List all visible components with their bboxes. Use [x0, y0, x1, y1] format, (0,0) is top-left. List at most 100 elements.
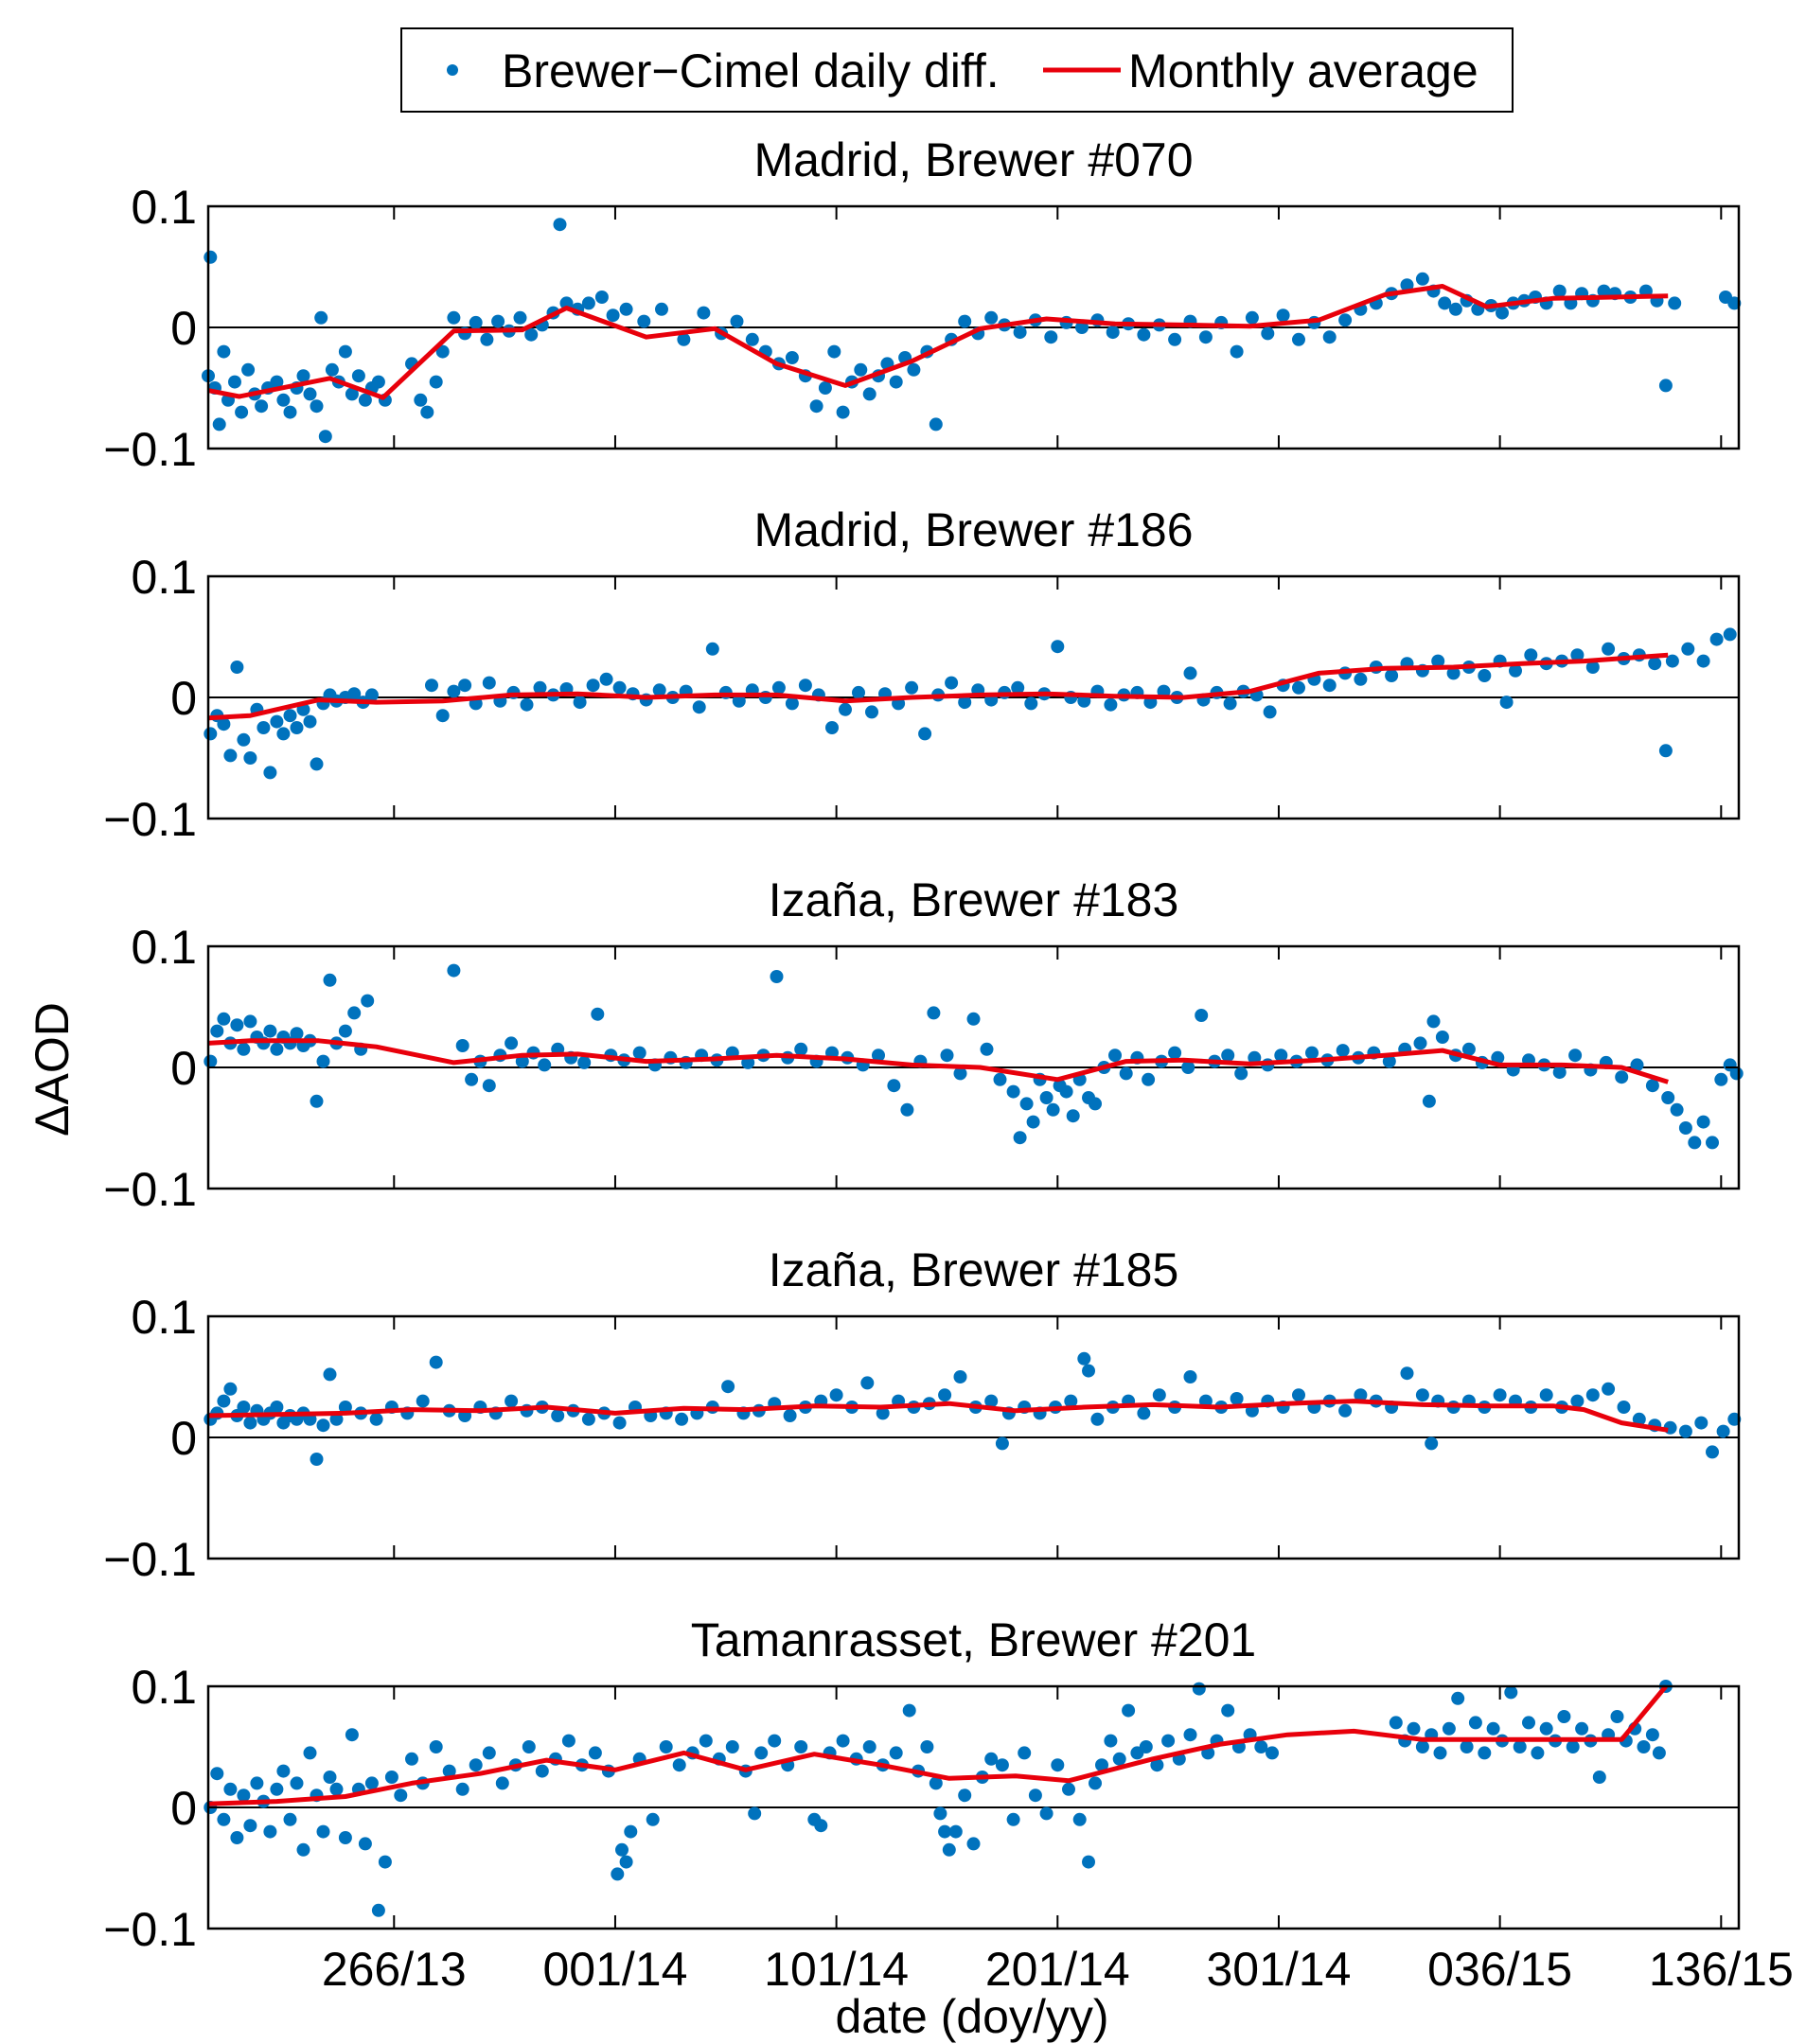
data-point [316, 1418, 330, 1433]
panel-5: Tamanrasset, Brewer #201 0.1 0 −0.1 266/13 00… [103, 1613, 1793, 1996]
data-point [455, 1039, 469, 1052]
data-point [347, 687, 362, 701]
data-point [323, 1367, 337, 1382]
data-point [725, 1740, 739, 1753]
data-point [1509, 663, 1522, 678]
data-point [1645, 1728, 1659, 1742]
data-point [1645, 1079, 1659, 1093]
data-point [1522, 1716, 1535, 1730]
data-point [1585, 1388, 1600, 1402]
data-point [1336, 1044, 1350, 1058]
data-point [270, 375, 284, 389]
data-point [204, 727, 218, 741]
data-point [783, 1409, 797, 1422]
data-point [1575, 1721, 1589, 1736]
data-point [1531, 1746, 1545, 1760]
legend-label-daily-diff: Brewer−Cimel daily diff. [502, 44, 1000, 97]
data-point [1433, 1746, 1447, 1760]
data-point [938, 1824, 952, 1839]
data-point [1039, 1091, 1054, 1104]
data-point [1597, 284, 1611, 298]
y-tick-label: 0 [170, 1042, 197, 1095]
data-point [1413, 1036, 1427, 1050]
data-point [513, 310, 527, 325]
data-point [1438, 296, 1452, 310]
x-axis-label: date (doy/yy) [835, 1990, 1108, 2043]
x-tick-label: 201/14 [985, 1943, 1130, 1996]
data-point [1678, 1121, 1692, 1135]
data-point [1026, 1115, 1040, 1129]
data-point [347, 1006, 362, 1020]
data-point [1006, 1084, 1020, 1099]
data-point [612, 680, 627, 695]
data-point [1276, 308, 1290, 323]
data-point [966, 1012, 981, 1026]
data-point [953, 1066, 967, 1081]
data-point [646, 1812, 660, 1826]
data-point [993, 1072, 1007, 1086]
y-axis-label: ΔAOD [26, 1002, 79, 1137]
data-point [263, 1824, 277, 1839]
data-point [1716, 1424, 1730, 1438]
data-point [1658, 744, 1673, 758]
data-point [263, 766, 277, 780]
data-point [1415, 1388, 1429, 1402]
data-point [257, 721, 271, 734]
data-point [538, 1058, 552, 1072]
data-point [480, 332, 494, 346]
data-point [250, 1776, 264, 1790]
data-point [889, 1746, 903, 1760]
data-point [217, 1394, 231, 1408]
data-point [1292, 332, 1305, 346]
data-point [1011, 680, 1025, 695]
data-point [276, 727, 291, 741]
data-point [1425, 1436, 1439, 1451]
data-point [270, 714, 284, 729]
data-point [212, 417, 226, 432]
data-point [551, 1409, 565, 1422]
data-point [1552, 1066, 1567, 1080]
data-point [223, 1382, 238, 1396]
data-point [1106, 326, 1120, 340]
panel-title: Izaña, Brewer #185 [769, 1243, 1179, 1296]
data-point [1089, 1776, 1102, 1790]
data-point [1261, 326, 1275, 341]
data-point [358, 393, 372, 407]
data-point [612, 1416, 627, 1430]
x-tick-label: 101/14 [764, 1943, 909, 1996]
data-point [235, 405, 249, 419]
data-point [1018, 1746, 1032, 1760]
data-point [1181, 1061, 1195, 1074]
data-point [230, 1018, 244, 1032]
data-point [1709, 632, 1724, 646]
y-tick-label: 0 [170, 1412, 197, 1465]
data-point [1082, 1855, 1095, 1869]
y-tick-label: −0.1 [103, 793, 197, 846]
data-point [323, 973, 337, 987]
data-point [1382, 1054, 1396, 1068]
data-point [1524, 648, 1538, 662]
data-point [338, 1401, 352, 1414]
data-point [378, 1855, 392, 1869]
data-point [624, 1824, 638, 1839]
data-point [270, 1782, 284, 1796]
data-point [672, 1758, 686, 1772]
data-point [1305, 1046, 1319, 1060]
data-point [825, 721, 839, 734]
data-point [1585, 661, 1600, 674]
data-point [237, 1788, 251, 1803]
data-point [938, 1388, 952, 1402]
data-point [505, 1036, 519, 1050]
data-point [364, 1776, 379, 1790]
data-point [358, 1837, 372, 1851]
data-point [283, 709, 297, 723]
data-point [1082, 1364, 1095, 1378]
data-point [1552, 284, 1567, 298]
data-point [1461, 1042, 1476, 1056]
data-point [933, 1806, 947, 1821]
data-point [394, 1788, 408, 1803]
data-point [902, 1703, 916, 1718]
data-point [1168, 332, 1182, 346]
data-point [1274, 1048, 1288, 1063]
